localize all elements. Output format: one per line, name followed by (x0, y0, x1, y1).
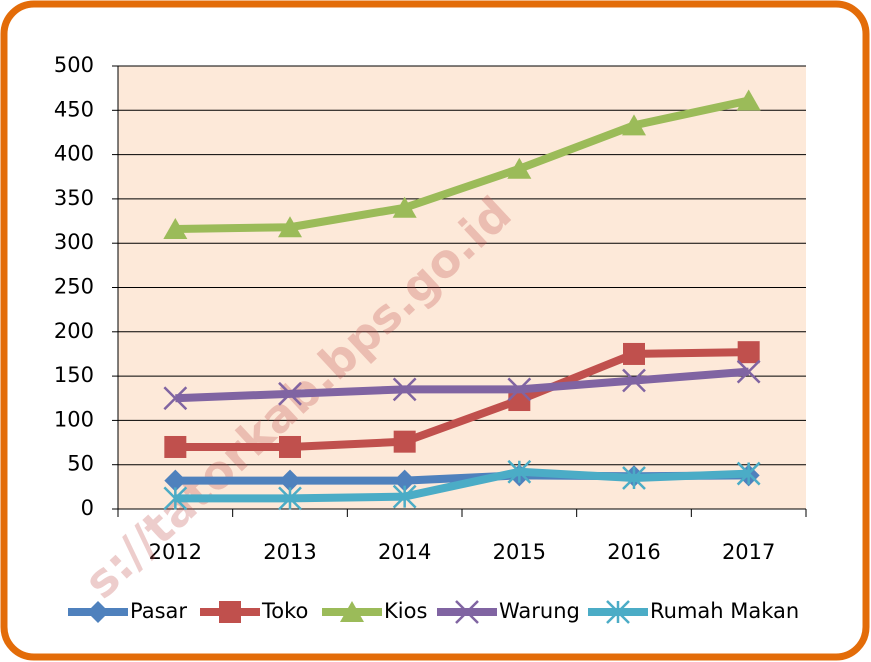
marker (392, 377, 417, 402)
marker (736, 89, 761, 111)
y-tick-label: 350 (54, 186, 94, 210)
y-tick-label: 100 (54, 407, 94, 431)
legend-label: Warung (499, 599, 580, 623)
marker (87, 601, 109, 623)
y-tick-label: 150 (54, 363, 94, 387)
marker (507, 377, 532, 402)
marker (163, 218, 188, 240)
marker (507, 459, 532, 484)
marker (737, 341, 760, 364)
marker (736, 461, 761, 486)
y-tick-label: 50 (67, 452, 94, 476)
marker (278, 216, 302, 238)
marker (622, 466, 646, 490)
marker (279, 469, 301, 492)
y-tick-label: 500 (54, 53, 94, 77)
x-tick-label: 2013 (263, 540, 316, 564)
marker (622, 114, 646, 136)
marker (279, 435, 301, 458)
marker (623, 342, 645, 365)
marker (622, 368, 646, 393)
marker (163, 486, 188, 511)
y-tick-label: 200 (54, 319, 94, 343)
y-tick-label: 400 (54, 142, 94, 166)
legend-label: Toko (261, 599, 308, 623)
marker (278, 486, 302, 511)
marker (455, 600, 479, 624)
marker (392, 196, 417, 218)
marker (393, 469, 416, 492)
marker (164, 469, 187, 492)
series-line (175, 467, 749, 503)
marker (278, 381, 302, 406)
marker (736, 359, 761, 384)
marker (507, 157, 532, 179)
y-tick-label: 300 (54, 230, 94, 254)
x-tick-label: 2016 (607, 540, 660, 564)
x-tick-label: 2015 (493, 540, 546, 564)
series-line (175, 367, 749, 403)
legend-label: Pasar (130, 599, 187, 623)
legend-label: Rumah Makan (650, 599, 799, 623)
marker (606, 600, 630, 624)
y-tick-label: 250 (54, 275, 94, 299)
series-line (175, 348, 749, 451)
x-tick-label: 2012 (149, 540, 202, 564)
y-tick-label: 450 (54, 97, 94, 121)
marker (163, 386, 188, 411)
x-tick-label: 2014 (378, 540, 431, 564)
x-tick-label: 2017 (722, 540, 775, 564)
marker (392, 484, 417, 509)
marker (164, 435, 187, 458)
series-line (175, 96, 750, 234)
legend-label: Kios (384, 599, 427, 623)
marker (340, 601, 364, 622)
marker (393, 430, 416, 453)
y-tick-label: 0 (81, 496, 94, 520)
marker (219, 601, 241, 623)
